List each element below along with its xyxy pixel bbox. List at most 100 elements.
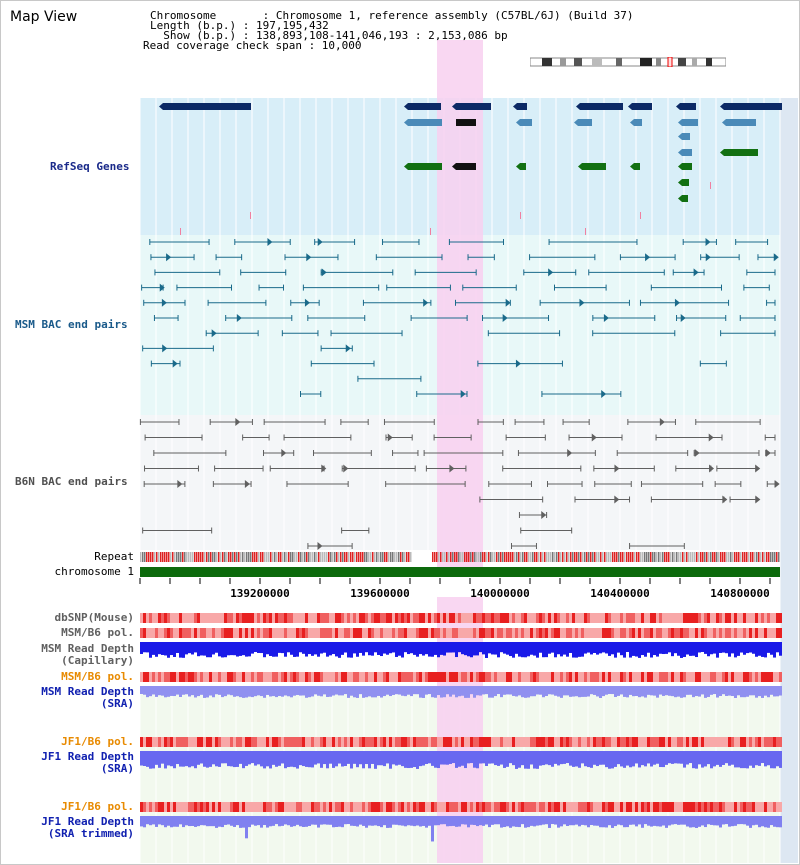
repeat-mark xyxy=(398,552,400,562)
jf1-pol-trim-cell xyxy=(485,802,488,812)
bac-arrow xyxy=(211,329,217,338)
depth-bar xyxy=(545,686,548,697)
msm-pol-capillary-label[interactable]: MSM/B6 pol. xyxy=(61,626,134,639)
msm-pol-sra-cell xyxy=(350,672,353,682)
jf1-pol-cell xyxy=(209,737,212,747)
depth-bar xyxy=(290,816,293,827)
msm-pol-cell xyxy=(443,628,446,638)
depth-bar xyxy=(461,686,464,696)
dbsnp-cell xyxy=(227,613,230,623)
depth-bar xyxy=(230,751,233,767)
jf1-pol-cell xyxy=(410,737,413,747)
jf1-pol-trim-cell xyxy=(326,802,329,812)
depth-bar xyxy=(656,686,659,698)
depth-bar xyxy=(251,642,254,654)
dbsnp-cell xyxy=(701,613,704,623)
depth-bar xyxy=(146,816,149,825)
jf1-depth-trimmed-label[interactable]: JF1 Read Depth (SRA trimmed) xyxy=(41,816,134,840)
dbsnp-cell xyxy=(506,613,509,623)
jf1-pol-trim-cell xyxy=(272,802,275,812)
depth-bar xyxy=(176,686,179,695)
msm-pol-cell xyxy=(143,628,146,638)
msm-pol-cell xyxy=(200,628,203,638)
msm-pol-sra-cell xyxy=(458,672,461,682)
depth-bar xyxy=(293,816,296,827)
depth-bar xyxy=(473,751,476,768)
jf1-pol-trim-cell xyxy=(767,802,770,812)
jf1-pol-cell xyxy=(740,737,743,747)
depth-bar xyxy=(233,751,236,768)
repeat-mark xyxy=(564,552,566,562)
depth-bar xyxy=(248,816,251,828)
b6n-bac-label[interactable]: B6N BAC end pairs xyxy=(15,475,128,488)
msm-pol-sra-label[interactable]: MSM/B6 pol. xyxy=(61,670,134,683)
depth-bar xyxy=(626,642,629,653)
jf1-pol-trim-cell xyxy=(404,802,407,812)
msm-pol-sra-cell xyxy=(239,672,242,682)
msm-pol-sra-cell xyxy=(578,672,581,682)
depth-bar xyxy=(527,642,530,657)
jf1-pol-cell xyxy=(329,737,332,747)
msm-depth-sra-label[interactable]: MSM Read Depth (SRA) xyxy=(41,686,134,710)
jf1-pol-trim-cell xyxy=(377,802,380,812)
dbsnp-cell xyxy=(725,613,728,623)
depth-bar xyxy=(410,816,413,826)
jf1-pol-sra-label[interactable]: JF1/B6 pol. xyxy=(61,735,134,748)
repeat-mark xyxy=(252,552,254,562)
depth-bar xyxy=(773,816,776,827)
depth-bar xyxy=(173,751,176,769)
msm-bac-label[interactable]: MSM BAC end pairs xyxy=(15,318,128,331)
scroll-sidebar[interactable] xyxy=(780,98,798,863)
depth-bar xyxy=(386,751,389,764)
repeat-mark xyxy=(268,552,270,562)
msm-depth-capillary-label[interactable]: MSM Read Depth (Capillary) xyxy=(41,643,134,667)
jf1-pol-trim-cell xyxy=(185,802,188,812)
jf1-pol-trim-cell xyxy=(314,802,317,812)
repeat-mark xyxy=(614,552,616,562)
msm-pol-cell xyxy=(161,628,164,638)
dbsnp-cell xyxy=(743,613,746,623)
dbsnp-cell xyxy=(407,613,410,623)
depth-bar xyxy=(575,642,578,658)
repeat-mark xyxy=(752,552,754,562)
depth-bar xyxy=(431,816,434,842)
depth-bar xyxy=(659,642,662,654)
repeat-mark xyxy=(248,552,250,562)
msm-pol-cell xyxy=(626,628,629,638)
jf1-pol-trim-cell xyxy=(587,802,590,812)
msm-pol-sra-cell xyxy=(314,672,317,682)
depth-bar xyxy=(557,686,560,697)
jf1-pol-trim-cell xyxy=(269,802,272,812)
dbsnp-cell xyxy=(164,613,167,623)
repeat-mark xyxy=(776,552,778,562)
jf1-pol-cell xyxy=(716,737,719,747)
jf1-pol-cell xyxy=(638,737,641,747)
msm-pol-sra-cell xyxy=(722,672,725,682)
refseq-genes-label[interactable]: RefSeq Genes xyxy=(50,160,130,173)
dbsnp-label[interactable]: dbSNP(Mouse) xyxy=(54,611,134,624)
dbsnp-cell xyxy=(623,613,626,623)
gene-arrow xyxy=(720,149,724,156)
depth-bar xyxy=(575,751,578,767)
dbsnp-cell xyxy=(437,613,440,623)
jf1-pol-trim-cell xyxy=(311,802,314,812)
depth-bar xyxy=(698,816,701,827)
depth-bar xyxy=(695,751,698,769)
jf1-pol-trimmed-label[interactable]: JF1/B6 pol. xyxy=(61,800,134,813)
msm-pol-cell xyxy=(176,628,179,638)
jf1-depth-sra-label[interactable]: JF1 Read Depth (SRA) xyxy=(41,751,134,775)
bac-arrow xyxy=(505,298,511,307)
jf1-pol-trim-cell xyxy=(566,802,569,812)
dbsnp-cell xyxy=(191,613,194,623)
depth-bar xyxy=(254,642,257,653)
bac-arrow xyxy=(306,253,312,262)
dbsnp-cell xyxy=(353,613,356,623)
jf1-pol-cell xyxy=(323,737,326,747)
bac-arrow xyxy=(460,390,466,398)
bac-arrow xyxy=(614,464,620,473)
depth-bar xyxy=(677,751,680,764)
bac-arrow xyxy=(674,298,680,307)
depth-bar xyxy=(476,816,479,827)
depth-bar xyxy=(224,686,227,697)
